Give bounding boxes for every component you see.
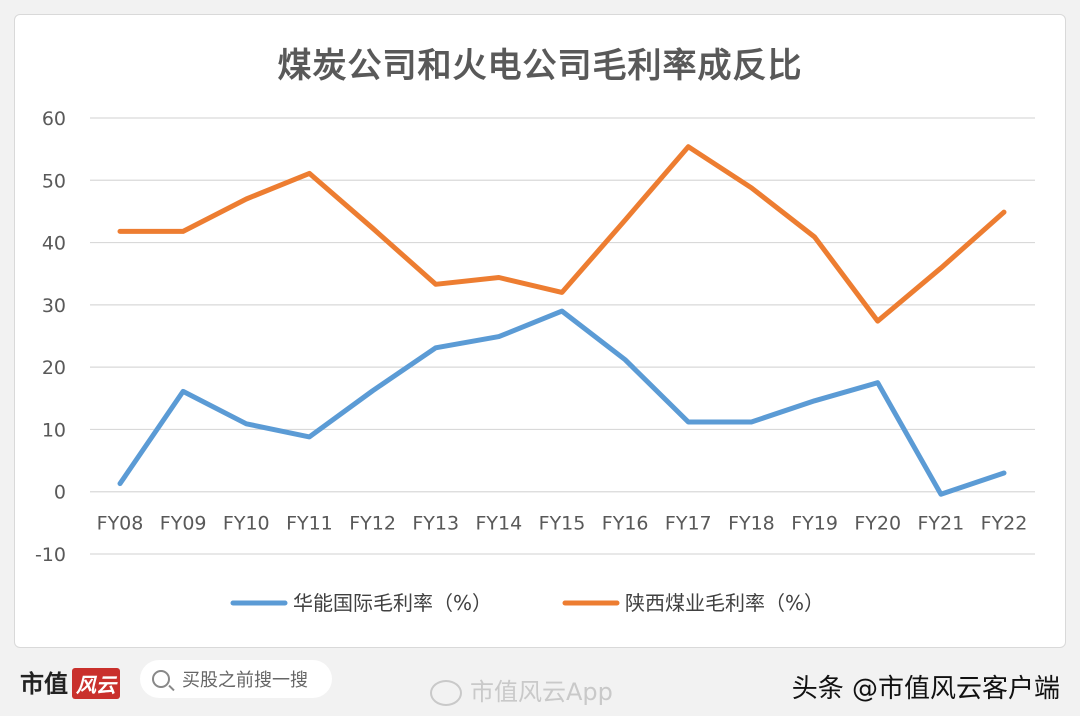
y-tick-label: 20 bbox=[42, 357, 66, 379]
search-icon bbox=[152, 670, 170, 688]
y-tick-label: 10 bbox=[42, 419, 66, 441]
x-tick-label: FY15 bbox=[539, 513, 586, 535]
x-tick-label: FY08 bbox=[97, 513, 144, 535]
chart-title: 煤炭公司和火电公司毛利率成反比 bbox=[277, 46, 803, 86]
x-tick-label: FY12 bbox=[349, 513, 396, 535]
series-line-1 bbox=[117, 144, 1007, 324]
x-tick-label: FY13 bbox=[412, 513, 459, 535]
x-tick-label: FY16 bbox=[602, 513, 649, 535]
app-watermark-text: 市值风云App bbox=[470, 678, 613, 706]
x-tick-label: FY10 bbox=[223, 513, 270, 535]
y-tick-label: 40 bbox=[42, 233, 66, 255]
x-tick-label: FY17 bbox=[665, 513, 712, 535]
legend-label-0: 华能国际毛利率（%） bbox=[293, 591, 492, 615]
x-tick-label: FY19 bbox=[791, 513, 838, 535]
x-tick-label: FY18 bbox=[728, 513, 775, 535]
y-tick-label: 50 bbox=[42, 170, 66, 192]
y-tick-label: 0 bbox=[54, 482, 66, 504]
x-tick-label: FY20 bbox=[854, 513, 901, 535]
search-placeholder: 买股之前搜一搜 bbox=[182, 670, 308, 691]
x-tick-label: FY11 bbox=[286, 513, 333, 535]
source-credit: 头条 @市值风云客户端 bbox=[791, 674, 1060, 704]
y-tick-label: -10 bbox=[35, 544, 66, 566]
app-watermark: 市值风云App bbox=[430, 672, 613, 707]
x-tick-label: FY22 bbox=[981, 513, 1028, 535]
brand-logo[interactable]: 市值 风云 bbox=[20, 664, 120, 699]
series-line-0 bbox=[117, 308, 1007, 497]
search-box[interactable]: 买股之前搜一搜 bbox=[140, 660, 332, 698]
legend-label-1: 陕西煤业毛利率（%） bbox=[625, 591, 824, 615]
brand-badge: 风云 bbox=[72, 668, 120, 699]
x-tick-label: FY09 bbox=[160, 513, 207, 535]
weibo-icon bbox=[430, 680, 462, 706]
line-chart: -10 0 10 20 30 40 50 60 FY08 FY09 FY10 FY11 FY12 FY1… bbox=[35, 108, 1035, 615]
chart-card bbox=[14, 14, 1066, 648]
y-tick-label: 30 bbox=[42, 295, 66, 317]
brand-name: 市值 bbox=[20, 670, 68, 698]
x-tick-label: FY21 bbox=[917, 513, 964, 535]
x-tick-label: FY14 bbox=[475, 513, 522, 535]
footer-bar: 市值 风云 买股之前搜一搜 市值风云App 头条 @市值风云客户端 bbox=[0, 650, 1080, 716]
y-tick-label: 60 bbox=[42, 108, 66, 130]
